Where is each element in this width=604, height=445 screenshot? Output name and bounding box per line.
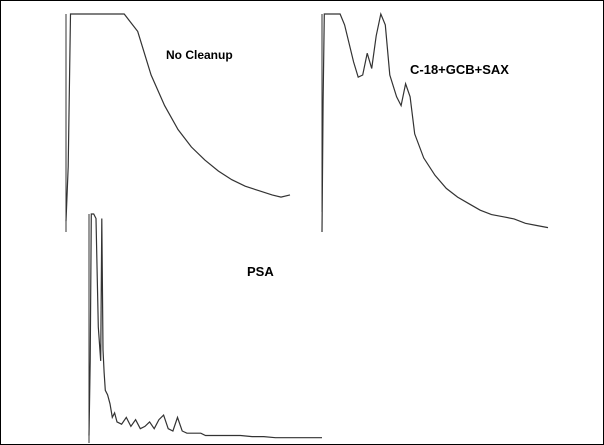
series-line xyxy=(65,13,291,222)
panel-no-cleanup: No Cleanup xyxy=(65,13,291,232)
series-line xyxy=(321,11,549,233)
chart-title: No Cleanup xyxy=(166,48,233,62)
panel-c18-gcb-sax: C-18+GCB+SAX xyxy=(321,11,549,233)
chart-title: PSA xyxy=(247,264,274,279)
panel-psa: PSA xyxy=(88,213,322,443)
chart-title: C-18+GCB+SAX xyxy=(410,62,509,77)
series-line xyxy=(88,213,322,439)
